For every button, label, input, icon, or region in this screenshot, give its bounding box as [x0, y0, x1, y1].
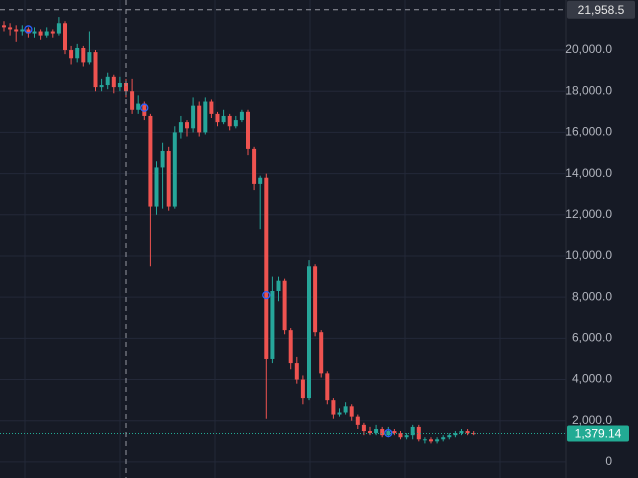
candle-body	[87, 52, 92, 63]
candle-body	[319, 332, 324, 374]
candle-body	[288, 330, 293, 364]
candle-body	[38, 31, 43, 36]
candle-body	[252, 148, 257, 184]
crosshair-label: 21,958.5	[578, 3, 625, 17]
candle-body	[331, 400, 336, 415]
candle-body	[270, 291, 275, 359]
event-marker	[24, 25, 33, 34]
candle-body	[465, 431, 470, 434]
candle-body	[246, 111, 250, 149]
candle-body	[416, 426, 421, 440]
candle-body	[14, 29, 19, 32]
candle-body	[26, 29, 31, 34]
y-tick-label: 20,000.0	[565, 42, 612, 56]
candle-body	[172, 132, 177, 207]
y-tick-label: 0	[605, 454, 612, 468]
candle-body	[20, 29, 25, 32]
candle-body	[435, 439, 440, 442]
candle-body	[56, 23, 61, 34]
candle-body	[307, 266, 311, 399]
candle-body	[349, 406, 354, 417]
event-marker	[262, 290, 271, 300]
candle-body	[227, 115, 232, 127]
candle-body	[209, 101, 214, 114]
candle-body	[374, 428, 379, 434]
candle-body	[313, 266, 318, 333]
candle-body	[160, 150, 165, 168]
y-tick-label: 10,000.0	[565, 248, 612, 262]
candle-body	[447, 435, 452, 438]
candle-body	[239, 111, 244, 121]
candle-body	[398, 433, 403, 438]
last-price-label: 1,379.14	[575, 427, 622, 441]
candle-body	[361, 424, 366, 432]
candle-body	[441, 437, 446, 440]
candle-body	[404, 435, 409, 438]
candle-body	[124, 82, 128, 92]
candle-body	[276, 280, 281, 292]
candle-body	[264, 177, 269, 359]
candle-body	[154, 167, 159, 207]
candle-body	[130, 91, 135, 110]
candle-body	[386, 431, 391, 436]
candle-body	[2, 25, 6, 28]
candle-body	[50, 31, 55, 34]
candle-body	[69, 50, 74, 59]
candle-body	[191, 105, 196, 129]
candle-body	[294, 363, 299, 380]
candle-body	[300, 379, 305, 399]
candle-body	[410, 426, 415, 436]
candle-body	[471, 433, 476, 435]
candle-body	[8, 27, 13, 30]
candle-body	[282, 280, 287, 331]
candle-body	[44, 31, 49, 36]
candle-body	[117, 82, 122, 88]
candle-body	[459, 431, 464, 434]
y-tick-label: 2,000.0	[572, 413, 612, 427]
candle-body	[185, 122, 189, 129]
candle-body	[105, 76, 110, 86]
candle-body	[93, 52, 98, 88]
last-price-box	[567, 425, 629, 442]
candle-body	[392, 431, 397, 434]
candle-body	[81, 47, 86, 63]
candle-body	[221, 115, 226, 123]
event-marker	[140, 103, 149, 112]
candle-body	[203, 101, 208, 133]
candle-body	[355, 416, 360, 425]
candle-body	[99, 85, 104, 88]
candle-body	[166, 150, 171, 207]
candle-body	[343, 406, 348, 413]
candle-body	[368, 431, 372, 434]
candle-body	[75, 47, 80, 59]
candle-body	[136, 103, 141, 110]
candle-body	[111, 76, 116, 88]
candle-body	[215, 113, 220, 123]
candle-body	[197, 105, 202, 133]
y-tick-label: 6,000.0	[572, 331, 612, 345]
candle-body	[233, 120, 238, 127]
candle-body	[142, 103, 147, 116]
y-tick-label: 18,000.0	[565, 83, 612, 97]
y-tick-label: 14,000.0	[565, 166, 612, 180]
candle-body	[422, 439, 427, 441]
candle-body	[380, 428, 385, 436]
candle-body	[429, 439, 433, 442]
y-tick-label: 8,000.0	[572, 289, 612, 303]
crosshair-box	[567, 0, 635, 19]
y-tick-label: 12,000.0	[565, 207, 612, 221]
candle-body	[178, 122, 183, 133]
candle-body	[337, 412, 342, 415]
candle-body	[32, 31, 37, 34]
candle-body	[148, 115, 153, 207]
y-tick-label: 16,000.0	[565, 125, 612, 139]
y-tick-label: 4,000.0	[572, 372, 612, 386]
candle-body	[325, 373, 330, 401]
candle-body	[453, 433, 458, 436]
candle-body	[258, 177, 263, 184]
candle-body	[63, 23, 67, 51]
